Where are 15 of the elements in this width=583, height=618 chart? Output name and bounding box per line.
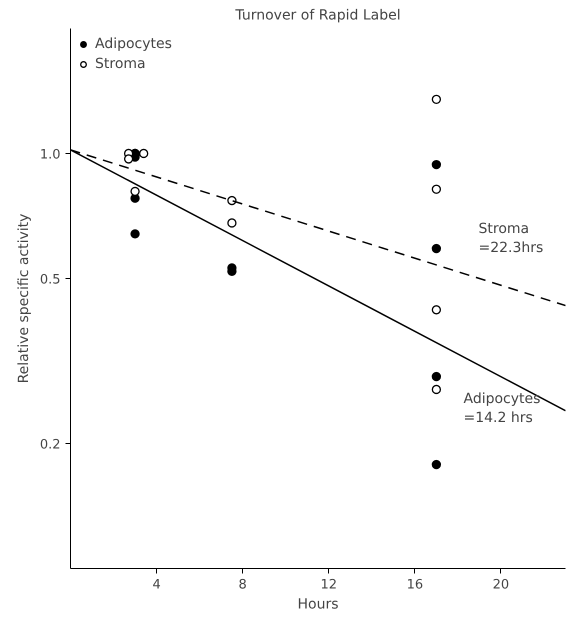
- y-tick-label: 1.0: [40, 147, 61, 162]
- annotation: Stroma =22.3hrs: [478, 220, 544, 256]
- x-tick-label: 4: [152, 578, 161, 592]
- chart-title: Turnover of Rapid Label: [234, 8, 401, 24]
- annotation: Adipocytes =14.2 hrs: [464, 390, 540, 426]
- legend-label: Stroma: [95, 56, 146, 72]
- x-tick-label: 16: [406, 578, 424, 592]
- x-tick-label: 8: [238, 578, 247, 592]
- y-tick-label: 0.2: [40, 438, 61, 453]
- x-tick-label: 20: [492, 578, 510, 592]
- x-axis-title: Hours: [297, 596, 339, 612]
- x-tick-label: 12: [320, 578, 338, 592]
- legend-label: Adipocytes: [95, 36, 172, 52]
- y-tick-label: 0.5: [40, 272, 61, 288]
- y-axis-title: Relative specific activity: [16, 214, 32, 384]
